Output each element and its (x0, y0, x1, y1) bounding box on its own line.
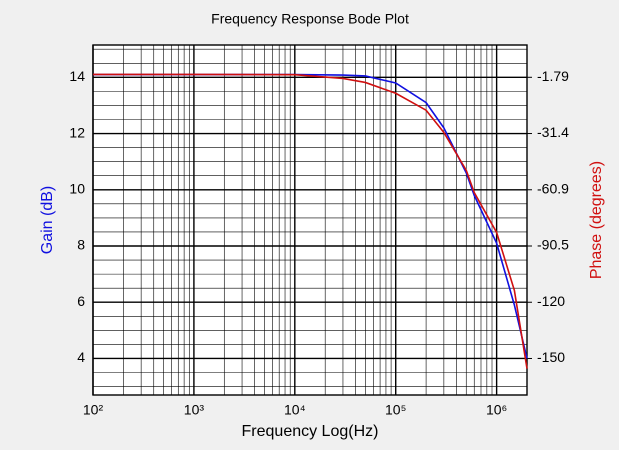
x-tick-label: 10⁵ (385, 402, 406, 418)
y2-tick-label: -60.9 (537, 180, 569, 196)
x-axis-label: Frequency Log(Hz) (242, 423, 379, 440)
y-axis-label: Gain (dB) (39, 186, 56, 254)
plot-area (93, 45, 527, 395)
y-tick-label: 4 (77, 349, 85, 365)
y-tick-label: 8 (77, 237, 85, 253)
x-tick-label: 10² (83, 402, 104, 418)
y2-tick-label: -120 (537, 293, 565, 309)
y2-tick-label: -1.79 (537, 68, 569, 84)
y-tick-label: 12 (69, 124, 85, 140)
chart-title: Frequency Response Bode Plot (211, 11, 409, 27)
y2-tick-label: -150 (537, 349, 565, 365)
y2-tick-label: -90.5 (537, 237, 569, 253)
y-tick-label: 14 (69, 68, 85, 84)
line-series (93, 73, 528, 369)
x-tick-label: 10³ (184, 402, 205, 418)
y-tick-label: 10 (69, 180, 85, 196)
x-tick-label: 10⁴ (284, 402, 306, 418)
x-tick-label: 10⁶ (486, 402, 507, 418)
y2-tick-label: -31.4 (537, 124, 569, 140)
plot-frame (92, 44, 528, 396)
y-tick-label: 6 (77, 293, 85, 309)
y2-axis-label: Phase (degrees) (588, 161, 605, 279)
